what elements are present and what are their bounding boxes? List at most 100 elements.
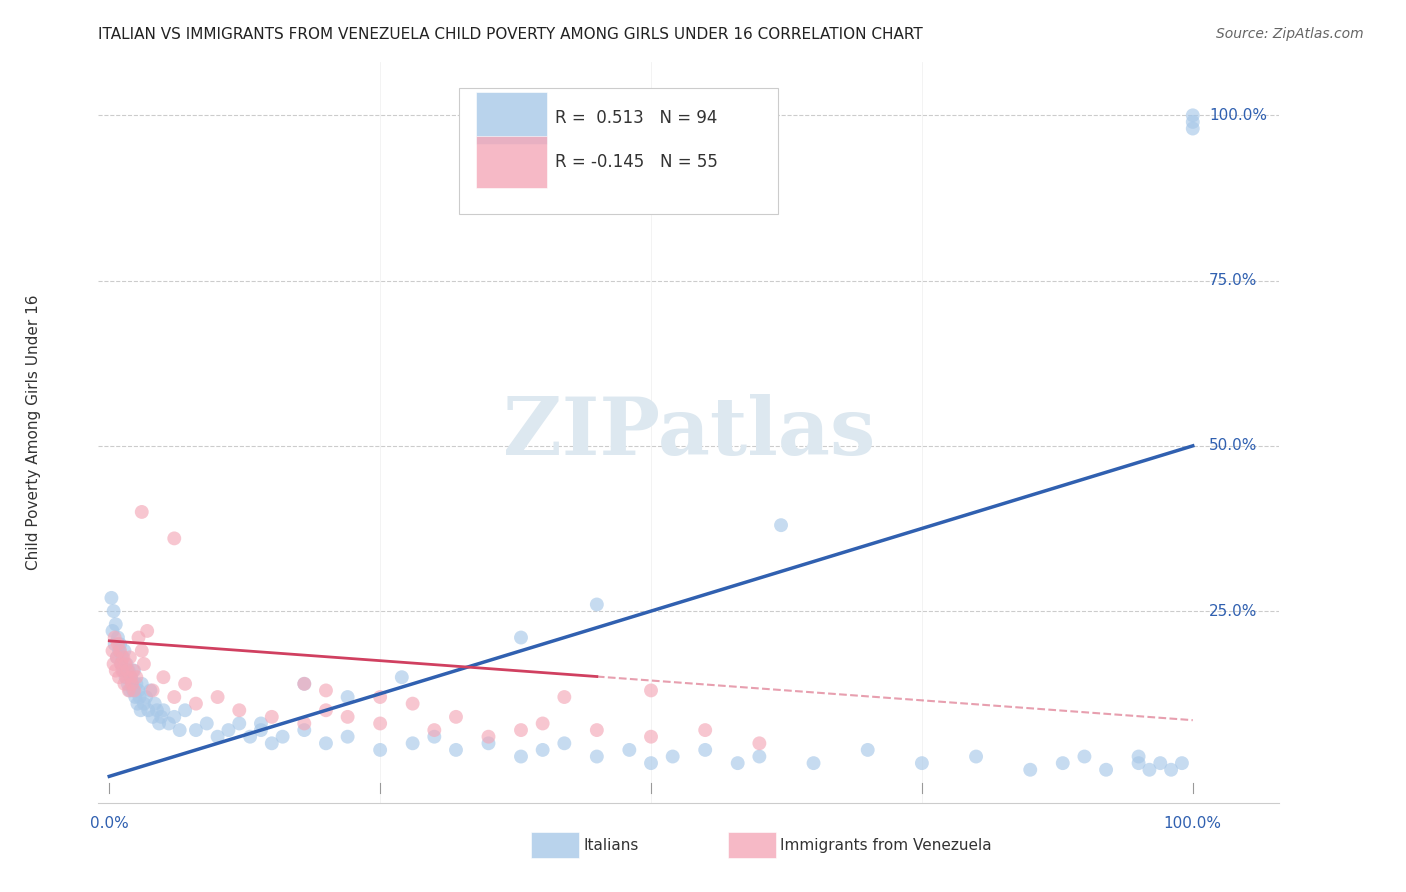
Point	[217, 723, 239, 737]
Point	[107, 637, 129, 651]
Point	[207, 690, 229, 704]
Point	[510, 631, 533, 645]
Point	[104, 637, 127, 651]
Point	[1019, 763, 1042, 777]
Text: 75.0%: 75.0%	[1209, 273, 1257, 288]
Point	[122, 683, 145, 698]
Point	[174, 703, 197, 717]
Point	[477, 736, 499, 750]
Point	[585, 749, 607, 764]
Point	[115, 657, 138, 671]
Point	[142, 710, 165, 724]
Point	[121, 677, 143, 691]
Point	[553, 690, 575, 704]
Point	[423, 723, 446, 737]
Text: R =  0.513   N = 94: R = 0.513 N = 94	[555, 109, 718, 127]
Point	[131, 505, 153, 519]
Point	[111, 650, 134, 665]
Point	[260, 736, 283, 750]
Point	[104, 617, 127, 632]
Point	[112, 664, 135, 678]
Point	[163, 690, 186, 704]
Text: R = -0.145   N = 55: R = -0.145 N = 55	[555, 153, 718, 171]
Point	[1128, 749, 1150, 764]
Point	[118, 683, 141, 698]
Point	[118, 683, 141, 698]
Point	[368, 743, 391, 757]
FancyBboxPatch shape	[477, 136, 547, 188]
Point	[128, 683, 150, 698]
Point	[118, 650, 141, 665]
Point	[1095, 763, 1118, 777]
Point	[336, 730, 359, 744]
Point	[105, 650, 128, 665]
Point	[391, 670, 413, 684]
Point	[110, 657, 132, 671]
Point	[510, 749, 533, 764]
Point	[152, 703, 174, 717]
Point	[250, 716, 273, 731]
Point	[585, 723, 607, 737]
Point	[911, 756, 934, 771]
Point	[128, 690, 150, 704]
Text: Source: ZipAtlas.com: Source: ZipAtlas.com	[1216, 27, 1364, 41]
Point	[139, 683, 162, 698]
Point	[148, 716, 170, 731]
Point	[108, 644, 131, 658]
Point	[136, 703, 159, 717]
Point	[803, 756, 825, 771]
Point	[260, 710, 283, 724]
Point	[157, 716, 180, 731]
Point	[112, 650, 135, 665]
Point	[748, 736, 770, 750]
Text: Child Poverty Among Girls Under 16: Child Poverty Among Girls Under 16	[25, 295, 41, 570]
Point	[1139, 763, 1161, 777]
Point	[207, 730, 229, 744]
Point	[661, 749, 683, 764]
Point	[122, 664, 145, 678]
Point	[125, 677, 148, 691]
Point	[1052, 756, 1074, 771]
Point	[163, 532, 186, 546]
Point	[169, 723, 191, 737]
Point	[184, 697, 207, 711]
Point	[101, 624, 124, 638]
Point	[315, 703, 337, 717]
Text: 100.0%: 100.0%	[1209, 108, 1267, 123]
Point	[292, 723, 315, 737]
Point	[112, 677, 135, 691]
Point	[128, 631, 150, 645]
Point	[112, 644, 135, 658]
Point	[292, 716, 315, 731]
Point	[117, 664, 139, 678]
Point	[292, 677, 315, 691]
Point	[132, 697, 155, 711]
Point	[250, 723, 273, 737]
Point	[105, 650, 128, 665]
Point	[1149, 756, 1171, 771]
Point	[131, 644, 153, 658]
Point	[640, 683, 662, 698]
Text: ZIPatlas: ZIPatlas	[503, 393, 875, 472]
Point	[228, 703, 250, 717]
Point	[228, 716, 250, 731]
Point	[510, 723, 533, 737]
Text: 100.0%: 100.0%	[1164, 816, 1222, 831]
FancyBboxPatch shape	[477, 92, 547, 144]
Point	[125, 670, 148, 684]
Point	[695, 743, 717, 757]
Point	[1181, 121, 1204, 136]
Point	[129, 703, 152, 717]
Point	[748, 749, 770, 764]
Point	[315, 736, 337, 750]
Point	[108, 670, 131, 684]
Point	[108, 644, 131, 658]
Point	[104, 631, 127, 645]
Point	[1160, 763, 1182, 777]
Point	[727, 756, 749, 771]
Text: 25.0%: 25.0%	[1209, 604, 1257, 618]
Point	[122, 664, 145, 678]
Text: 50.0%: 50.0%	[1209, 438, 1257, 453]
Point	[121, 677, 143, 691]
Point	[401, 736, 423, 750]
